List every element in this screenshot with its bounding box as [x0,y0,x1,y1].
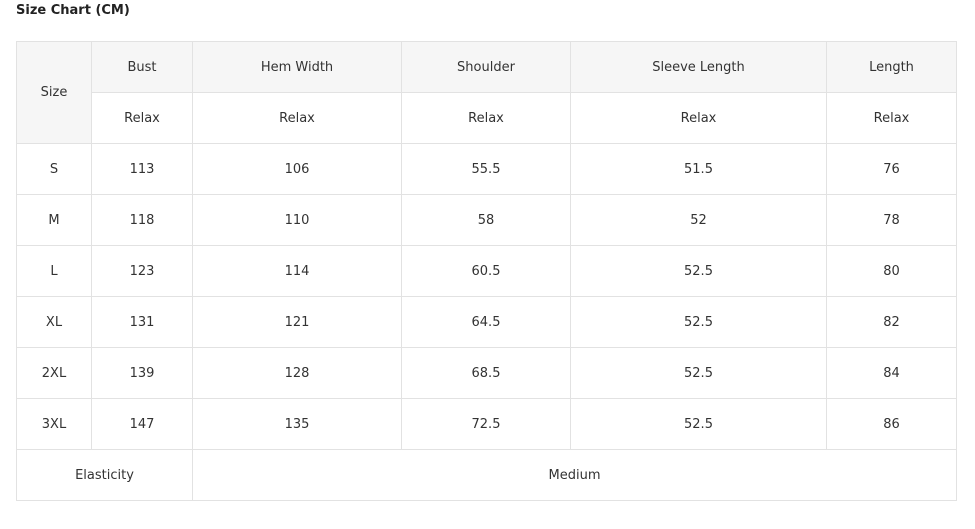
value-cell: 72.5 [401,398,571,450]
table-row: XL 131 121 64.5 52.5 82 [16,296,957,348]
size-header: Size [16,41,92,144]
fit-cell: Relax [401,92,571,144]
value-cell: 82 [826,296,957,348]
fit-cell: Relax [91,92,193,144]
value-cell: 118 [91,194,193,246]
column-header: Sleeve Length [570,41,827,93]
value-cell: 78 [826,194,957,246]
table-row: 3XL 147 135 72.5 52.5 86 [16,398,957,450]
value-cell: 114 [192,245,402,297]
elasticity-label: Elasticity [16,449,193,501]
table-row: 2XL 139 128 68.5 52.5 84 [16,347,957,399]
value-cell: 121 [192,296,402,348]
elasticity-value: Medium [192,449,957,501]
size-chart-table: Size Bust Hem Width Shoulder Sleeve Leng… [16,41,957,501]
value-cell: 131 [91,296,193,348]
column-header: Hem Width [192,41,402,93]
value-cell: 52.5 [570,245,827,297]
table-row: L 123 114 60.5 52.5 80 [16,245,957,297]
size-cell: 2XL [16,347,92,399]
value-cell: 84 [826,347,957,399]
value-cell: 52.5 [570,347,827,399]
fit-cell: Relax [570,92,827,144]
column-header: Length [826,41,957,93]
value-cell: 86 [826,398,957,450]
value-cell: 51.5 [570,143,827,195]
value-cell: 106 [192,143,402,195]
table-row: M 118 110 58 52 78 [16,194,957,246]
size-cell: S [16,143,92,195]
value-cell: 123 [91,245,193,297]
value-cell: 68.5 [401,347,571,399]
fit-row: Relax Relax Relax Relax Relax [17,92,957,144]
column-header: Bust [91,41,193,93]
value-cell: 52 [570,194,827,246]
value-cell: 80 [826,245,957,297]
value-cell: 113 [91,143,193,195]
table-row: S 113 106 55.5 51.5 76 [16,143,957,195]
value-cell: 139 [91,347,193,399]
value-cell: 64.5 [401,296,571,348]
size-cell: M [16,194,92,246]
value-cell: 55.5 [401,143,571,195]
value-cell: 135 [192,398,402,450]
value-cell: 110 [192,194,402,246]
value-cell: 76 [826,143,957,195]
page-title: Size Chart (CM) [16,3,130,18]
size-cell: L [16,245,92,297]
value-cell: 58 [401,194,571,246]
fit-cell: Relax [826,92,957,144]
value-cell: 52.5 [570,398,827,450]
value-cell: 60.5 [401,245,571,297]
header-row: Size Bust Hem Width Shoulder Sleeve Leng… [16,41,957,144]
size-cell: 3XL [16,398,92,450]
size-cell: XL [16,296,92,348]
value-cell: 128 [192,347,402,399]
column-header: Shoulder [401,41,571,93]
elasticity-row: Elasticity Medium [16,449,957,501]
value-cell: 52.5 [570,296,827,348]
fit-cell: Relax [192,92,402,144]
value-cell: 147 [91,398,193,450]
